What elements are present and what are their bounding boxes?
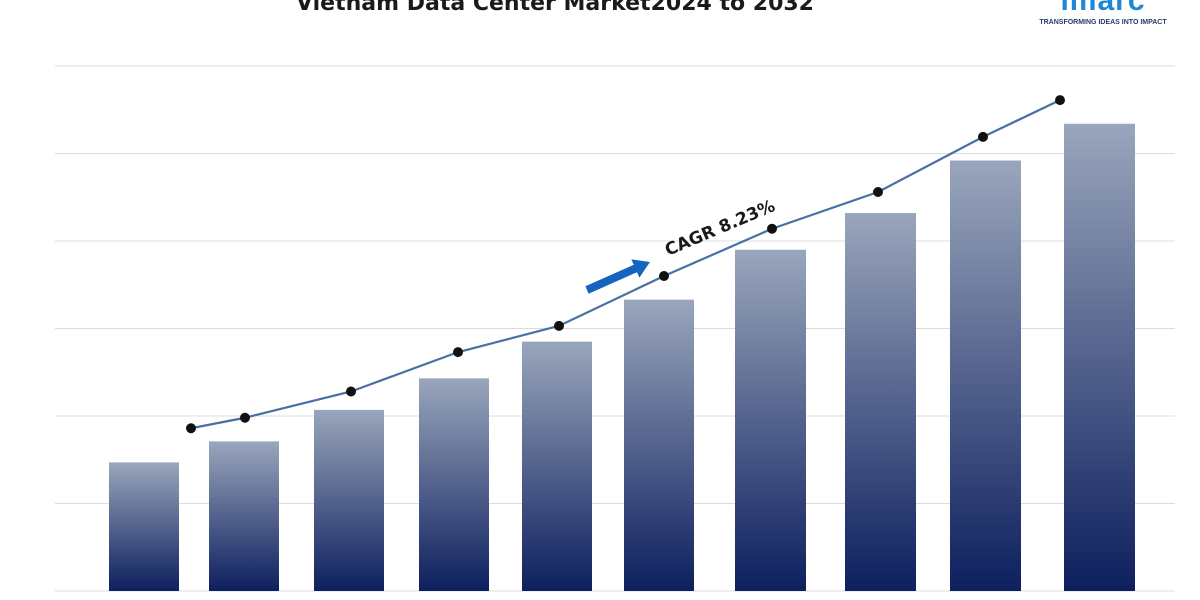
trend-line	[190, 99, 1061, 430]
trend-point-6	[659, 271, 669, 281]
trend-point-10	[1055, 95, 1065, 106]
bar-5	[522, 341, 592, 591]
bar-3	[314, 409, 384, 591]
brand-tagline: TRANSFORMING IDEAS INTO IMPACT	[1039, 19, 1167, 26]
brand-name: imarc	[1060, 0, 1146, 17]
brand-logo: imarc TRANSFORMING IDEAS INTO IMPACT	[1028, 0, 1178, 34]
bar-4	[419, 378, 489, 591]
trend-point-1	[186, 423, 196, 434]
trend-point-2	[240, 412, 250, 423]
trend-point-5	[554, 320, 564, 331]
trend-point-7	[767, 223, 777, 234]
trend-point-9	[978, 131, 988, 142]
chart-title: Vietnam Data Center Market2024 to 2032	[296, 0, 814, 16]
bar-7	[735, 249, 806, 591]
trend-line-group	[186, 95, 1065, 434]
bars	[109, 123, 1135, 591]
growth-arrow-icon	[585, 259, 650, 294]
bar-8	[845, 213, 916, 591]
bar-6	[624, 299, 694, 591]
trend-point-4	[453, 347, 463, 358]
bar-9	[950, 160, 1021, 591]
trend-point-3	[346, 386, 356, 397]
trend-point-8	[873, 187, 883, 197]
bar-1	[109, 462, 179, 591]
bar-10	[1064, 123, 1135, 591]
bar-2	[209, 441, 279, 591]
